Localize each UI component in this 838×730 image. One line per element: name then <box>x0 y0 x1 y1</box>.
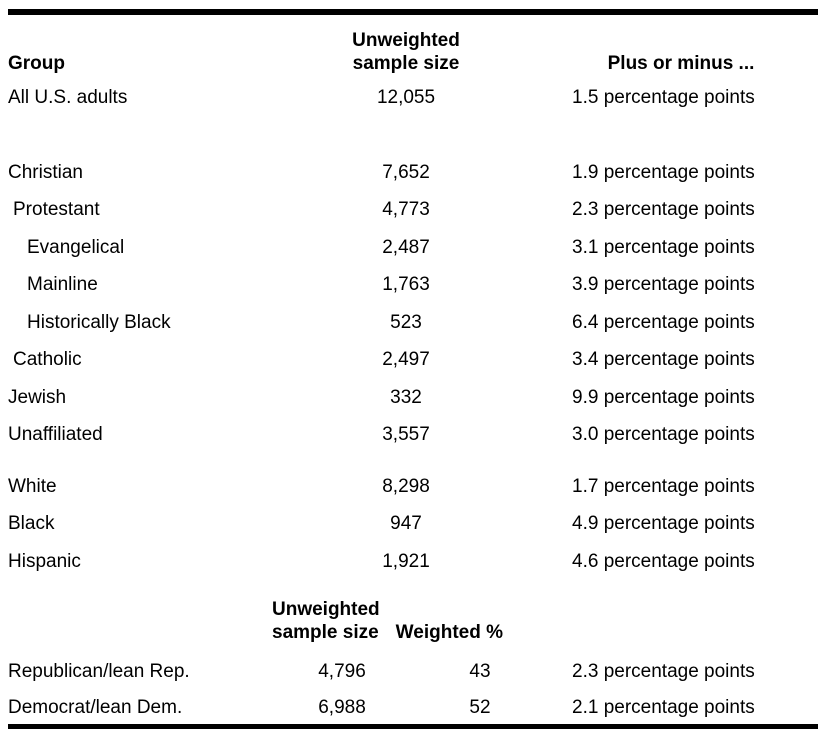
moe-cell: 6.4 percentage points <box>572 311 755 333</box>
group-cell: Mainline <box>27 274 98 296</box>
table-row: Mainline 1,763 3.9 percentage points <box>8 267 818 305</box>
moe-cell: 9.9 percentage points <box>572 386 755 408</box>
table-body: Group Unweighted sample size Plus or min… <box>8 9 818 729</box>
table-row: Christian 7,652 1.9 percentage points <box>8 154 818 192</box>
group-cell: Hispanic <box>8 550 81 572</box>
sample-size-cell: 1,921 <box>382 550 430 572</box>
group-cell: Black <box>8 513 55 535</box>
sample-size-cell: 4,773 <box>382 199 430 221</box>
col-header-sample-size-line1: Unweighted <box>352 30 460 51</box>
group-cell: Democrat/lean Dem. <box>8 696 183 718</box>
party-col-header-weighted: Weighted % <box>395 621 503 643</box>
table-row: White 8,298 1.7 percentage points <box>8 468 818 506</box>
sample-size-cell: 523 <box>390 311 422 333</box>
sample-size-cell: 7,652 <box>382 161 430 183</box>
group-cell: Evangelical <box>27 236 125 258</box>
table-row: Unaffiliated 3,557 3.0 percentage points <box>8 417 818 455</box>
group-cell: Christian <box>8 161 83 183</box>
moe-cell: 4.9 percentage points <box>572 513 755 535</box>
table-row: Hispanic 1,921 4.6 percentage points <box>8 543 818 581</box>
moe-cell: 3.0 percentage points <box>572 424 755 446</box>
sample-size-cell: 8,298 <box>382 475 430 497</box>
sample-size-cell: 2,497 <box>382 349 430 371</box>
weighted-pct-cell: 52 <box>469 696 491 718</box>
sample-size-cell: 3,557 <box>382 424 430 446</box>
moe-cell: 1.7 percentage points <box>572 475 755 497</box>
table-row: Jewish 332 9.9 percentage points <box>8 379 818 417</box>
sample-size-cell: 1,763 <box>382 274 430 296</box>
section-spacer <box>8 117 818 155</box>
col-header-sample-size: Unweighted sample size <box>286 29 526 75</box>
sample-size-cell: 12,055 <box>376 86 436 108</box>
moe-cell: 2.1 percentage points <box>572 696 755 718</box>
table-row: Catholic 2,497 3.4 percentage points <box>8 342 818 380</box>
party-col-header-line2: sample size Weighted % <box>272 621 818 644</box>
table-row: Democrat/lean Dem. 6,988 52 2.1 percenta… <box>8 691 818 724</box>
weighted-pct-cell: 43 <box>469 661 491 683</box>
moe-cell: 2.3 percentage points <box>572 661 755 683</box>
party-col-header-sample-line1: Unweighted <box>272 598 380 620</box>
group-cell: White <box>8 475 57 497</box>
table-row: Evangelical 2,487 3.1 percentage points <box>8 229 818 267</box>
table-row: Historically Black 523 6.4 percentage po… <box>8 304 818 342</box>
group-cell: Historically Black <box>27 311 171 333</box>
party-section-header: Unweighted sample size Weighted % <box>8 581 818 654</box>
table-row: Republican/lean Rep. 4,796 43 2.3 percen… <box>8 654 818 692</box>
party-col-header-sample-line2: sample size <box>272 621 379 643</box>
group-cell: Protestant <box>13 199 100 221</box>
section-spacer <box>8 454 818 468</box>
sample-size-cell: 6,988 <box>318 696 366 718</box>
moe-cell: 2.3 percentage points <box>572 199 755 221</box>
sample-size-cell: 947 <box>390 513 422 535</box>
moe-cell: 3.4 percentage points <box>572 349 755 371</box>
moe-cell: 3.1 percentage points <box>572 236 755 258</box>
col-header-plus-minus: Plus or minus ... <box>607 53 755 74</box>
col-header-sample-size-line2: sample size <box>352 53 460 74</box>
group-cell: Republican/lean Rep. <box>8 661 190 683</box>
table-row: Protestant 4,773 2.3 percentage points <box>8 192 818 230</box>
group-cell: Unaffiliated <box>8 424 103 446</box>
moe-cell: 1.9 percentage points <box>572 161 755 183</box>
moe-cell: 3.9 percentage points <box>572 274 755 296</box>
sample-size-cell: 2,487 <box>382 236 430 258</box>
moe-cell: 1.5 percentage points <box>572 86 755 108</box>
col-header-group: Group <box>8 53 65 74</box>
sample-size-cell: 332 <box>390 386 422 408</box>
table-row: Black 947 4.9 percentage points <box>8 506 818 544</box>
moe-cell: 4.6 percentage points <box>572 550 755 572</box>
group-cell: Jewish <box>8 386 67 408</box>
group-cell: All U.S. adults <box>8 86 128 108</box>
group-cell: Catholic <box>13 349 82 371</box>
table-header-row: Group Unweighted sample size Plus or min… <box>8 15 818 79</box>
sample-size-cell: 4,796 <box>318 661 366 683</box>
table-row: All U.S. adults 12,055 1.5 percentage po… <box>8 79 818 117</box>
